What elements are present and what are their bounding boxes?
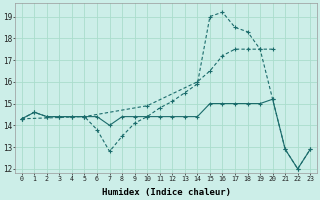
- X-axis label: Humidex (Indice chaleur): Humidex (Indice chaleur): [101, 188, 230, 197]
